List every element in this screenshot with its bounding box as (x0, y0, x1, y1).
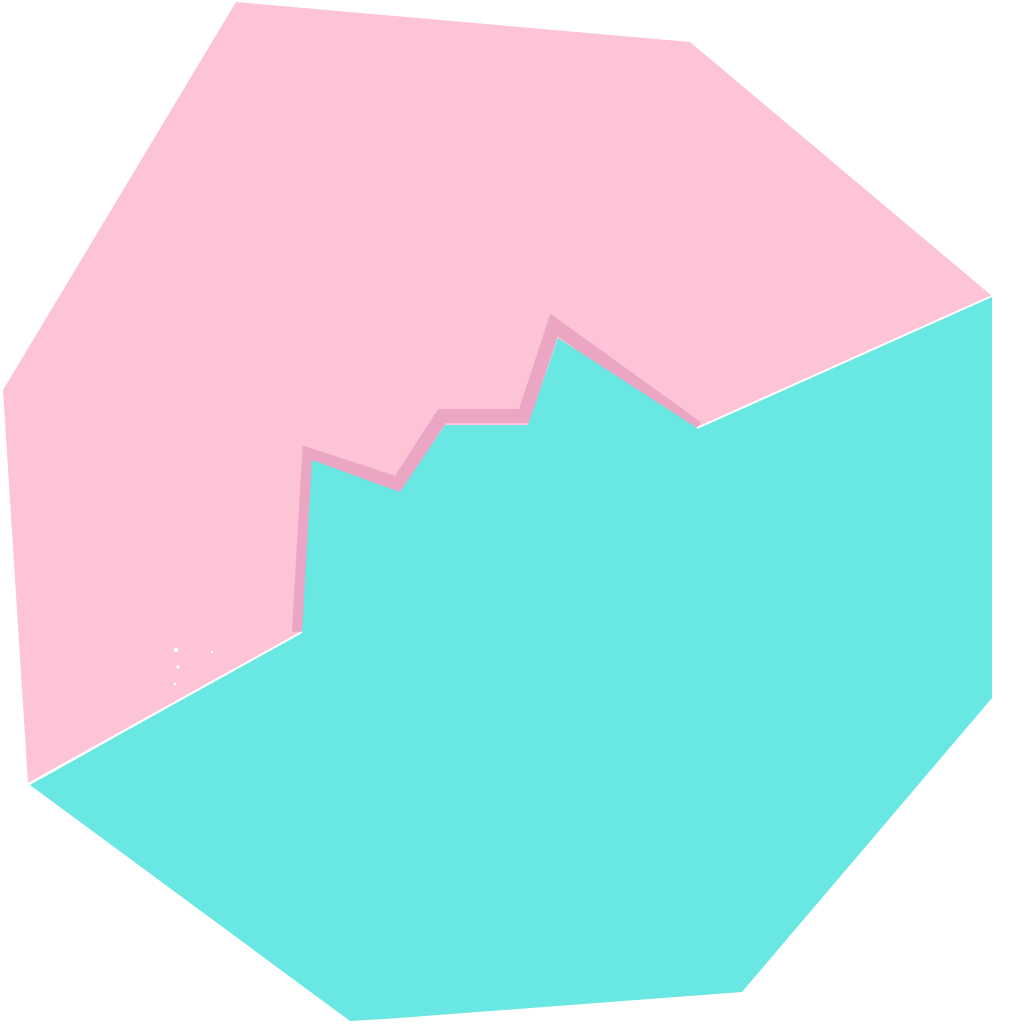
pink-region (3, 2, 992, 783)
speck (173, 647, 179, 653)
seam-edge (292, 313, 702, 633)
speck (176, 665, 180, 669)
cyan-region (30, 296, 992, 1021)
speck (210, 650, 214, 654)
speck (173, 682, 177, 686)
divider-line-left (27, 631, 303, 785)
divider-line-right (696, 295, 993, 429)
